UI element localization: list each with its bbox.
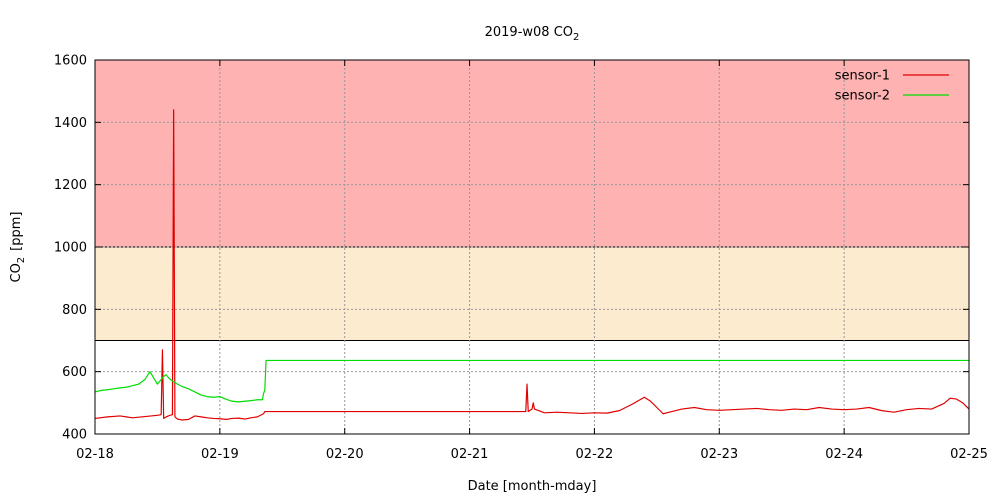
- tick-marks: [94, 59, 970, 435]
- series-line-sensor-1: [94, 109, 970, 421]
- threshold-band-1: [95, 60, 969, 247]
- x-tick-label: 02-19: [201, 447, 239, 462]
- tick-labels: 400 600 800 1000 1200 1400 1600 02-18 02-19 02-20…: [54, 54, 988, 463]
- y-tick-label: 1600: [54, 54, 87, 69]
- x-axis-label: Date [month-mday]: [468, 479, 597, 494]
- y-tick-label: 800: [62, 303, 87, 318]
- x-tick-label: 02-18: [76, 447, 114, 462]
- x-tick-label: 02-24: [825, 447, 863, 462]
- legend-label-sensor-1: sensor-1: [835, 69, 890, 84]
- x-tick-label: 02-21: [451, 447, 489, 462]
- y-tick-label: 400: [62, 428, 87, 443]
- chart-title: 2019-w08 CO2: [485, 25, 580, 43]
- y-tick-label: 600: [62, 365, 87, 380]
- x-tick-label: 02-25: [950, 447, 988, 462]
- x-tick-label: 02-20: [326, 447, 364, 462]
- y-tick-label: 1200: [54, 178, 87, 193]
- legend: sensor-1 sensor-2: [835, 69, 949, 104]
- threshold-bands: [95, 60, 969, 341]
- y-axis-label: CO2[ppm]: [9, 212, 27, 283]
- series-line-sensor-2: [94, 359, 969, 403]
- plot-series: [94, 109, 970, 421]
- threshold-band-0: [95, 247, 969, 341]
- grid-lines: [95, 60, 969, 434]
- y-tick-label: 1000: [54, 241, 87, 256]
- x-tick-label: 02-23: [700, 447, 738, 462]
- y-tick-label: 1400: [54, 116, 87, 131]
- legend-label-sensor-2: sensor-2: [835, 89, 890, 104]
- x-tick-label: 02-22: [576, 447, 614, 462]
